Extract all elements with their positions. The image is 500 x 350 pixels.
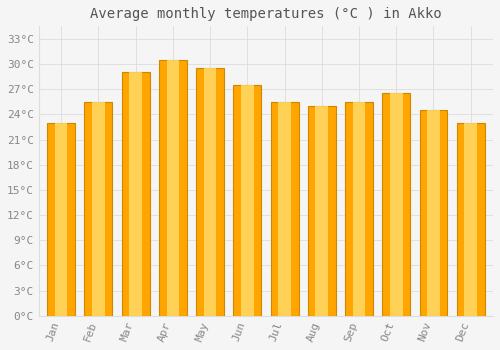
- Bar: [420, 110, 448, 316]
- Bar: [47, 123, 75, 316]
- Bar: [92, 102, 104, 316]
- Bar: [166, 60, 179, 316]
- Bar: [122, 72, 150, 316]
- Bar: [382, 93, 410, 316]
- Title: Average monthly temperatures (°C ) in Akko: Average monthly temperatures (°C ) in Ak…: [90, 7, 442, 21]
- Bar: [308, 106, 336, 316]
- Bar: [241, 85, 254, 316]
- Bar: [270, 102, 298, 316]
- Bar: [457, 123, 484, 316]
- Bar: [427, 110, 440, 316]
- Bar: [278, 102, 291, 316]
- Bar: [352, 102, 366, 316]
- Bar: [159, 60, 187, 316]
- Bar: [464, 123, 477, 316]
- Bar: [204, 68, 216, 316]
- Bar: [316, 106, 328, 316]
- Bar: [55, 123, 68, 316]
- Bar: [234, 85, 262, 316]
- Bar: [84, 102, 112, 316]
- Bar: [390, 93, 402, 316]
- Bar: [196, 68, 224, 316]
- Bar: [345, 102, 373, 316]
- Bar: [130, 72, 142, 316]
